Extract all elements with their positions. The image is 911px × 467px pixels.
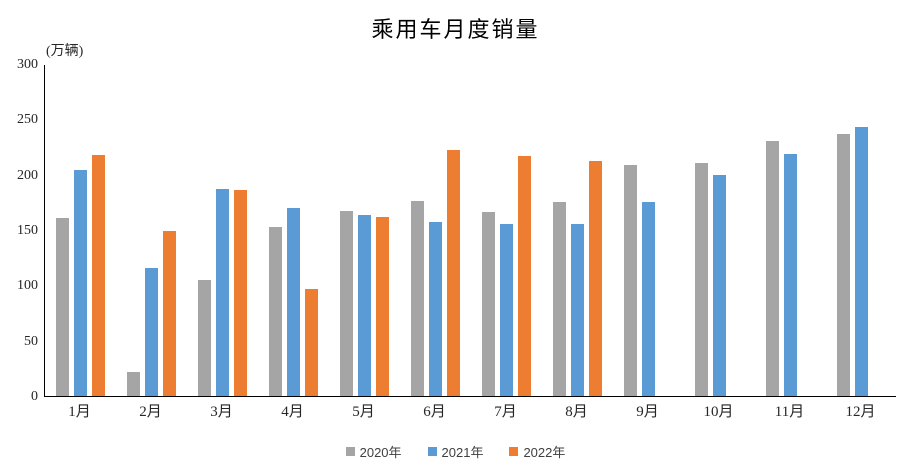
x-tick-8月: 8月	[565, 404, 588, 420]
y-tick-200: 200	[17, 167, 38, 183]
bar-2020年-7月	[482, 212, 495, 396]
x-tick-5月: 5月	[352, 404, 375, 420]
bar-2020年-6月	[411, 201, 424, 396]
x-tick-10月: 10月	[703, 404, 734, 420]
bar-2021年-1月	[74, 170, 87, 396]
x-tick-1月: 1月	[68, 404, 91, 420]
legend-item-2020年: 2020年	[345, 442, 402, 461]
bar-2020年-1月	[56, 217, 69, 396]
legend-item-2022年: 2022年	[509, 442, 565, 461]
bar-2021年-7月	[500, 224, 513, 396]
legend-label-2022年: 2022年	[523, 445, 566, 460]
x-tick-11月: 11月	[774, 404, 805, 420]
x-tick-6月: 6月	[423, 404, 446, 420]
bar-2021年-5月	[358, 214, 371, 396]
bar-2020年-2月	[127, 371, 140, 396]
bar-2022年-6月	[447, 150, 460, 396]
chart-title: 乘用车月度销量	[371, 17, 540, 42]
bar-2020年-10月	[695, 162, 708, 396]
legend-item-2021年: 2021年	[427, 442, 484, 461]
y-tick-50: 50	[24, 333, 38, 349]
y-tick-0: 0	[31, 389, 38, 404]
bar-2021年-12月	[855, 127, 868, 396]
chart-legend: 2020年 2021年 2022年	[0, 442, 911, 461]
x-tick-12月: 12月	[845, 404, 876, 420]
bar-2021年-3月	[216, 189, 229, 396]
bar-2022年-3月	[234, 190, 247, 396]
y-tick-250: 250	[17, 112, 38, 128]
bar-2022年-2月	[163, 231, 176, 396]
y-tick-150: 150	[17, 223, 38, 238]
x-tick-2月: 2月	[139, 404, 162, 420]
bar-2022年-8月	[589, 161, 602, 396]
plot-area	[44, 65, 896, 397]
y-tick-100: 100	[17, 278, 38, 294]
bar-2020年-12月	[837, 133, 850, 396]
bar-2020年-9月	[624, 164, 637, 396]
bar-2021年-11月	[784, 153, 797, 396]
legend-swatch-2020年	[345, 447, 355, 456]
x-tick-3月: 3月	[210, 404, 233, 420]
x-tick-4月: 4月	[281, 404, 304, 420]
bar-2022年-4月	[305, 288, 318, 396]
bar-2020年-3月	[198, 279, 211, 396]
bar-2022年-5月	[376, 216, 389, 396]
bar-2021年-2月	[145, 267, 158, 396]
bar-2020年-8月	[553, 202, 566, 396]
bar-2021年-8月	[571, 224, 584, 396]
bar-2020年-11月	[766, 141, 779, 396]
x-tick-9月: 9月	[636, 404, 659, 420]
bar-2022年-7月	[518, 155, 531, 396]
bar-2022年-1月	[92, 154, 105, 396]
bar-2020年-4月	[269, 226, 282, 396]
bar-2021年-4月	[287, 207, 300, 396]
bar-2021年-9月	[642, 202, 655, 396]
x-tick-7月: 7月	[494, 404, 517, 420]
y-axis-unit-label: (万辆)	[46, 44, 84, 59]
legend-swatch-2021年	[427, 447, 437, 456]
legend-label-2020年: 2020年	[359, 445, 402, 460]
bar-2021年-10月	[713, 174, 726, 396]
legend-label-2021年: 2021年	[441, 445, 484, 460]
bar-2020年-5月	[340, 211, 353, 396]
y-tick-300: 300	[17, 57, 38, 72]
legend-swatch-2022年	[509, 447, 519, 456]
bar-2021年-6月	[429, 222, 442, 396]
